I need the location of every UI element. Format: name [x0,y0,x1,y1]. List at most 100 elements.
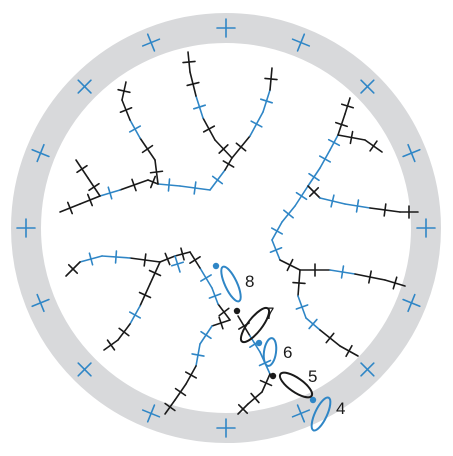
ring-stitch-arm [360,79,375,94]
slip-stitch-dot [309,396,317,404]
branch-h-stitch-bar [270,227,284,235]
branch-h-stitch-bar [283,209,294,219]
branch-i-stitch-bar [340,103,355,109]
branch-a-stitch-bar [167,178,171,192]
branch-n-stitch-bar [200,274,212,282]
branch-n-stitch-bar [189,256,201,264]
branch-j-stitch-bar [369,140,378,152]
branch-f-stitch-bar [264,77,278,81]
branch-b-stitch-bar [117,88,131,94]
branch-p-stitch-bar [67,263,79,275]
ring-stitch-arm [141,409,161,418]
round-label-7: 7 [265,304,274,323]
chain-loop-oval [262,337,278,367]
branch-m-stitch-bar [308,318,318,330]
ring-stitch-arm [77,79,92,94]
branch-b-stitch-bar [119,106,133,114]
ring-stitch-arm [291,409,311,418]
branch-e-stitch-bar [218,144,229,154]
branch-p-stitch-bar [143,253,147,267]
ring-stitch-arm [360,362,375,377]
chain-loop-oval [278,371,314,399]
branch-e-stitch-bar [182,60,196,64]
branch-r-stitch-bar [218,316,224,330]
branch-c-stitch-bar [131,178,137,192]
slip-stitch-dot [233,307,241,315]
branch-n-stitch-bar [164,252,171,266]
branch-m-stitch-bar [292,281,306,285]
branch-l-stitch-bar [286,258,294,272]
ring-stitch-arm [141,38,161,47]
branch-f-stitch-bar [259,98,274,104]
slip-stitch-dot [269,372,277,380]
branch-k-stitch-bar [330,194,335,208]
ring-stitch-arm [407,293,416,313]
branch-l-stitch-bar [340,265,345,279]
branch-c-stitch-bar [107,186,113,200]
branch-k-stitch-bar [355,199,360,213]
branch-o-stitch-bar [118,327,130,337]
branch-g-stitch-bar [211,175,224,185]
branch-s-stitch-bar [237,403,249,415]
branch-b-stitch-bar [149,170,164,174]
branch-g-stitch-bar [222,160,235,168]
round-label-8: 8 [245,272,254,291]
branch-a-stitch-bar [149,175,157,189]
branch-o-stitch-bar [138,291,152,299]
round-label-4: 4 [336,399,345,418]
ring-stitch-arm [291,38,311,47]
round-label-5: 5 [308,367,317,386]
ring-stitch-arm [36,143,45,163]
branch-m-stitch-bar [325,332,335,344]
chain-loop-oval [220,265,242,303]
branch-r-stitch-bar [174,387,187,397]
branch-h-stitch-bar [308,172,320,182]
branch-d-stitch-bar [76,164,88,174]
branch-f-stitch-bar [250,120,263,128]
branch-r-stitch-bar [191,353,205,357]
branch-k-stitch-bar [308,186,320,198]
branch-r-stitch-bar [164,402,176,412]
branch-h-stitch-bar [318,155,332,163]
branch-n-stitch-bar [218,307,230,317]
branch-e-stitch-bar [186,81,200,87]
branch-j-stitch-bar [349,130,354,145]
ring-stitch-arm [407,143,416,163]
branch-h-stitch-bar [327,138,341,147]
branch-s-stitch-bar [250,392,260,404]
branch-e-stitch-bar [192,104,207,110]
branch-q-stitch-bar [170,261,185,267]
branch-l-stitch-bar [269,246,283,254]
branch-o-stitch-bar [128,311,142,319]
chain-loop-oval [310,396,332,432]
branch-k-stitch-bar [383,203,387,217]
branch-d-stitch-bar [88,182,100,192]
branch-b-stitch-bar [141,144,154,154]
branch-m-stitch-bar [295,304,309,310]
slip-stitch-dot [212,262,220,270]
branch-f-stitch-bar [235,142,247,152]
branch-p-stitch-bar [88,252,94,266]
chain-loops [220,265,332,432]
branch-o-stitch-bar [148,269,162,277]
branch-n-stitch-bar [208,293,222,299]
branch-e-stitch-bar [202,125,216,133]
ring-stitch-arm [77,362,92,377]
branch-a-stitch-bar [193,181,197,195]
slip-stitch-dot [255,339,263,347]
branch-c-stitch-bar [86,193,94,207]
chain-loop-oval [239,306,271,344]
branch-i-stitch-bar [335,121,348,128]
branch-r-stitch-bar [184,371,198,379]
round-label-6: 6 [283,343,292,362]
branch-c-stitch-bar [66,201,74,215]
round-labels: 8 7 6 5 4 [245,272,345,418]
stitch-marks [16,18,436,438]
branch-h-stitch-bar [295,191,308,201]
branch-m-stitch-bar [345,344,353,358]
branch-b-stitch-bar [128,125,142,133]
ring-stitch-arm [36,293,45,313]
branch-p-stitch-bar [114,250,118,264]
